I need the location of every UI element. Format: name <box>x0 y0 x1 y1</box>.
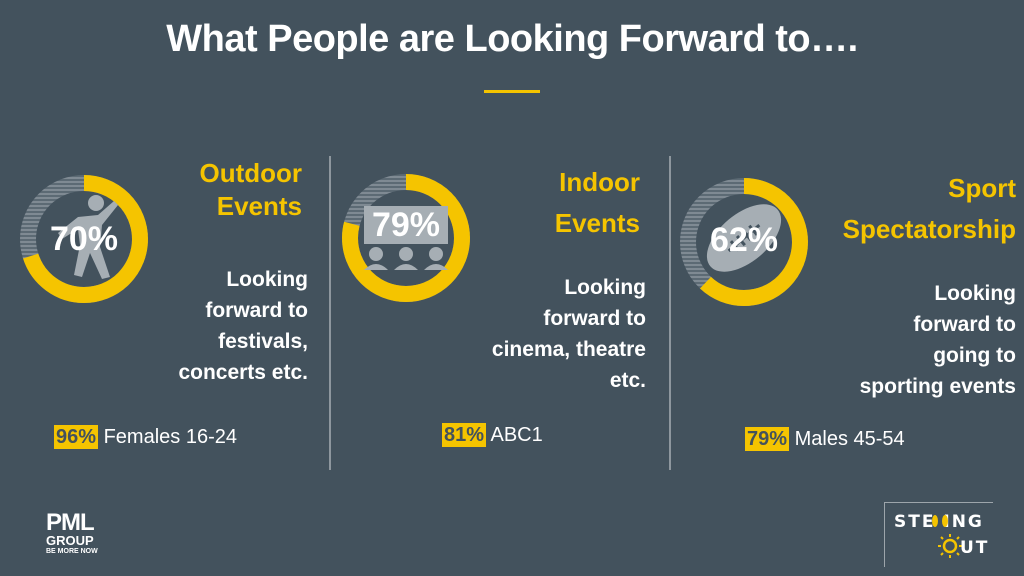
indoor-description: Looking forward to cinema, theatre etc. <box>440 272 646 396</box>
desc-line: Looking <box>564 276 646 299</box>
sun-icon <box>938 534 962 558</box>
stepping-out-word2: UT <box>960 538 990 558</box>
column-divider-2 <box>669 156 671 470</box>
desc-line: etc. <box>609 369 646 392</box>
outdoor-progress-ring <box>20 175 148 303</box>
stat-badge: 96% <box>54 425 99 449</box>
sport-progress-ring <box>680 178 808 306</box>
american-football-icon <box>706 204 782 272</box>
desc-line: Looking <box>934 282 1016 305</box>
pml-logo-text: PML <box>46 509 95 536</box>
desc-line: Looking <box>226 268 308 291</box>
desc-line: sporting events <box>859 375 1016 398</box>
outdoor-heading-line2: Events <box>216 191 302 221</box>
sport-description: Looking forward to going to sporting eve… <box>800 278 1016 402</box>
sport-heading-line2: Spectatorship <box>842 214 1016 244</box>
outdoor-description: Looking forward to festivals, concerts e… <box>120 264 308 388</box>
sport-stat: 79% Males 45-54 <box>745 427 905 451</box>
stepping-out-logo: STE ING UT <box>884 502 994 568</box>
sport-heading: Sport Spectatorship <box>800 168 1016 250</box>
indoor-heading-line2: Events <box>554 208 640 238</box>
desc-line: concerts etc. <box>178 361 308 384</box>
outdoor-heading: Outdoor Events <box>150 157 302 223</box>
pml-group-logo: PML GROUP BE MORE NOW <box>46 509 98 556</box>
stat-text: Males 45-54 <box>794 428 905 450</box>
desc-line: forward to <box>913 313 1016 336</box>
pml-logo-group: GROUP <box>46 533 94 548</box>
stat-badge: 81% <box>442 423 487 447</box>
outdoor-percent: 70% <box>49 220 119 258</box>
desc-line: forward to <box>205 299 308 322</box>
outdoor-heading-line1: Outdoor <box>199 158 302 188</box>
cinema-audience-icon <box>364 206 448 270</box>
logo-frame <box>884 502 993 567</box>
sport-percent: 62% <box>709 221 779 259</box>
footprints-icon <box>932 515 948 527</box>
title-underline <box>484 90 540 93</box>
stat-text: Females 16-24 <box>103 426 237 448</box>
desc-line: going to <box>933 344 1016 367</box>
desc-line: cinema, theatre <box>491 338 646 361</box>
column-divider-1 <box>329 156 331 470</box>
page-title: What People are Looking Forward to…. <box>166 18 858 60</box>
indoor-percent: 79% <box>371 206 441 244</box>
dancing-person-icon <box>58 195 118 279</box>
outdoor-stat: 96% Females 16-24 <box>54 425 237 449</box>
stat-text: ABC1 <box>490 424 543 446</box>
indoor-progress-ring <box>342 174 470 302</box>
pml-logo-tagline: BE MORE NOW <box>46 548 98 555</box>
indoor-heading: Indoor Events <box>480 162 640 244</box>
stat-badge: 79% <box>745 427 790 451</box>
indoor-heading-line1: Indoor <box>559 167 640 197</box>
sport-heading-line1: Sport <box>948 173 1016 203</box>
indoor-stat: 81% ABC1 <box>442 423 543 447</box>
desc-line: forward to <box>543 307 646 330</box>
desc-line: festivals, <box>218 330 308 353</box>
